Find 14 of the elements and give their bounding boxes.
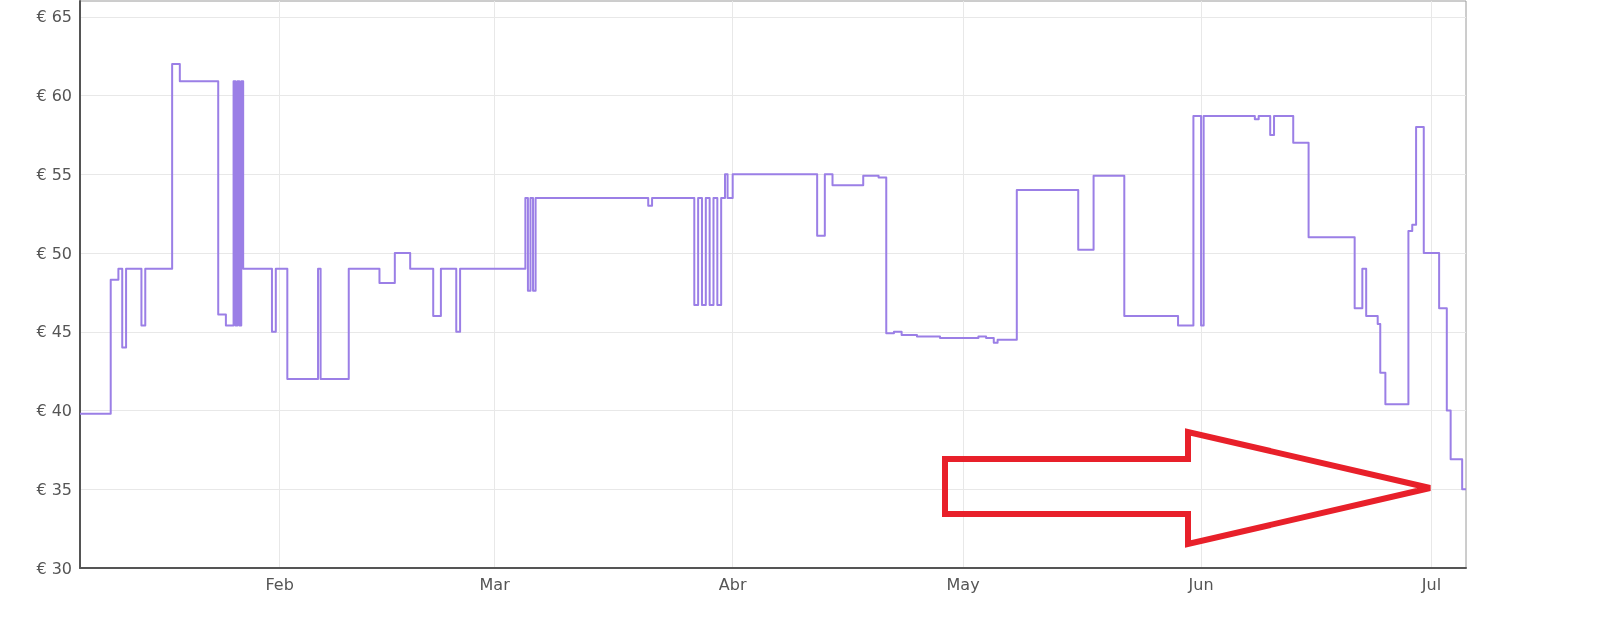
- y-tick-label: € 55: [36, 164, 72, 184]
- y-tick-label: € 35: [36, 479, 72, 499]
- x-tick-label: Feb: [265, 574, 294, 594]
- x-tick-label: Mar: [479, 574, 511, 594]
- x-tick-label: Abr: [718, 574, 747, 594]
- y-tick-label: € 45: [36, 322, 72, 342]
- x-tick-label: Jun: [1187, 574, 1214, 594]
- y-tick-label: € 65: [36, 7, 72, 27]
- y-tick-label: € 60: [36, 86, 72, 105]
- y-tick-label: € 30: [36, 558, 72, 578]
- y-tick-label: € 40: [36, 401, 72, 420]
- y-tick-label: € 50: [36, 243, 72, 263]
- x-tick-label: May: [946, 574, 980, 594]
- x-tick-label: Jul: [1420, 574, 1442, 594]
